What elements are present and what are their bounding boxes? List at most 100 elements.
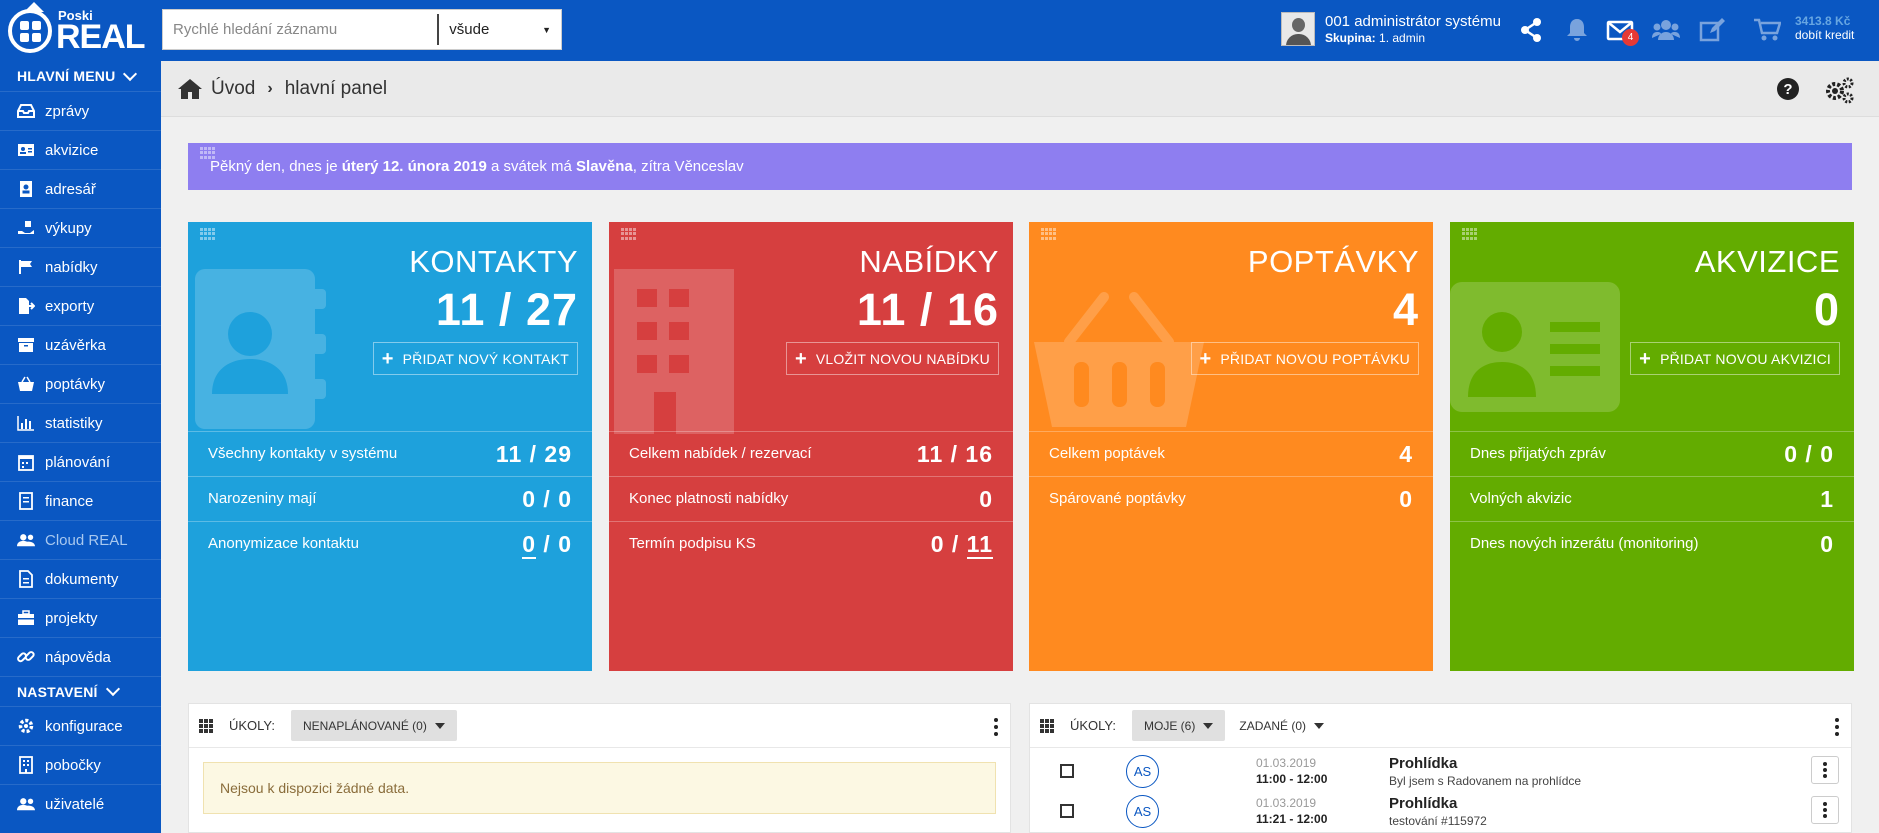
drag-handle-icon[interactable] xyxy=(1462,228,1478,240)
card-title[interactable]: KONTAKTY xyxy=(409,244,578,279)
sidebar-item-nabídky[interactable]: nabídky xyxy=(0,247,161,286)
breadcrumb-home[interactable]: Úvod xyxy=(211,77,256,99)
sidebar-item-konfigurace[interactable]: konfigurace xyxy=(0,706,161,745)
card-add-button[interactable]: + VLOŽIT NOVOU NABÍDKU xyxy=(786,342,999,375)
card-stat-row[interactable]: Spárované poptávky 0 xyxy=(1029,476,1433,521)
card-stat-row[interactable]: Dnes přijatých zpráv 0 / 0 xyxy=(1450,431,1854,476)
sidebar-item-label: uživatelé xyxy=(45,795,105,813)
chevron-down-icon xyxy=(105,681,120,697)
share-icon[interactable] xyxy=(1517,16,1545,44)
sidebar-item-plánování[interactable]: plánování xyxy=(0,442,161,481)
card-stat-row[interactable]: Všechny kontakty v systému 11 / 29 xyxy=(188,431,592,476)
card-stat-row[interactable]: Termín podpisu KS 0 / 11 xyxy=(609,521,1013,566)
card-title[interactable]: POPTÁVKY xyxy=(1247,244,1419,279)
card-stat-row[interactable]: Celkem nabídek / rezervací 11 / 16 xyxy=(609,431,1013,476)
breadcrumb-bar: Úvod › hlavní panel ? xyxy=(161,61,1879,117)
sidebar-item-finance[interactable]: finance xyxy=(0,481,161,520)
users-icon xyxy=(17,795,35,813)
user-group-value: 1. admin xyxy=(1379,30,1426,45)
stat-label: Všechny kontakty v systému xyxy=(208,445,398,463)
caret-down-icon xyxy=(1203,722,1214,729)
task-row[interactable]: AS 01.03.2019 11:00 - 12:00 Prohlídka Byl js… xyxy=(1030,750,1851,790)
sidebar-item-label: uzávěrka xyxy=(45,336,106,354)
edit-icon[interactable] xyxy=(1698,16,1726,44)
bell-icon[interactable] xyxy=(1563,16,1591,44)
sidebar-item-zprávy[interactable]: zprávy xyxy=(0,91,161,130)
home-icon[interactable] xyxy=(177,78,203,100)
sidebar-item-cloud-real[interactable]: Cloud REAL xyxy=(0,520,161,559)
cart-icon[interactable] xyxy=(1753,16,1781,44)
stat-value: 0 xyxy=(1820,530,1834,557)
stat-value: 0 / 0 xyxy=(522,530,572,559)
top-up-credit-link[interactable]: dobít kredit xyxy=(1795,28,1855,43)
drag-handle-icon[interactable] xyxy=(621,228,637,240)
tasks-panel-unplanned: ÚKOLY: NENAPLÁNOVANÉ (0) Nejsou k dispoz… xyxy=(188,703,1011,833)
stat-value: 0 xyxy=(1399,485,1413,512)
card-count[interactable]: 11 / 27 xyxy=(435,284,578,335)
caret-down-icon: ▼ xyxy=(542,24,551,35)
card-stat-row[interactable]: Volných akvizic 1 xyxy=(1450,476,1854,521)
chevron-down-icon xyxy=(123,66,138,81)
task-title[interactable]: Prohlídka xyxy=(1389,795,1458,812)
sidebar-item-nápověda[interactable]: nápověda xyxy=(0,637,161,676)
sidebar-item-projekty[interactable]: projekty xyxy=(0,598,161,637)
task-row[interactable]: AS 01.03.2019 11:21 - 12:00 Prohlídka testov… xyxy=(1030,790,1851,830)
card-stat-row[interactable]: Konec platnosti nabídky 0 xyxy=(609,476,1013,521)
more-vertical-icon[interactable] xyxy=(1811,756,1839,784)
calendar-icon xyxy=(17,453,35,471)
card-count[interactable]: 11 / 16 xyxy=(856,284,999,335)
search-scope-select[interactable]: všude ▼ xyxy=(437,14,561,45)
greeting-text: Pěkný den, dnes je úterý 12. února 2019 … xyxy=(210,158,744,175)
stat-label: Dnes nových inzerátu (monitoring) xyxy=(1470,535,1699,553)
user-menu[interactable]: 001 administrátor systému Skupina: 1. ad… xyxy=(1281,12,1501,46)
sidebar-item-exporty[interactable]: exporty xyxy=(0,286,161,325)
more-vertical-icon[interactable] xyxy=(1835,718,1839,736)
settings-heading[interactable]: NASTAVENÍ xyxy=(0,676,161,706)
card-stat-row[interactable]: Anonymizace kontaktu 0 / 0 xyxy=(188,521,592,566)
card-count[interactable]: 4 xyxy=(1392,284,1419,335)
main-menu-heading[interactable]: HLAVNÍ MENU xyxy=(0,61,161,91)
card-stat-row[interactable]: Celkem poptávek 4 xyxy=(1029,431,1433,476)
sidebar-item-statistiky[interactable]: statistiky xyxy=(0,403,161,442)
filter-assigned[interactable]: ZADANÉ (0) xyxy=(1227,710,1336,741)
task-title[interactable]: Prohlídka xyxy=(1389,755,1458,772)
card-add-button[interactable]: + PŘIDAT NOVOU POPTÁVKU xyxy=(1190,342,1419,375)
card-count[interactable]: 0 xyxy=(1813,284,1840,335)
settings-gears-icon[interactable] xyxy=(1823,76,1855,104)
filter-unplanned[interactable]: NENAPLÁNOVANÉ (0) xyxy=(291,710,457,741)
more-vertical-icon[interactable] xyxy=(1811,796,1839,824)
app-logo[interactable]: Poski REAL xyxy=(8,2,158,56)
card-title[interactable]: NABÍDKY xyxy=(859,244,999,279)
sidebar-item-label: dokumenty xyxy=(45,570,119,588)
assignee-avatar: AS xyxy=(1126,755,1159,788)
stat-label: Celkem nabídek / rezervací xyxy=(629,445,812,463)
sidebar-item-pobočky[interactable]: pobočky xyxy=(0,745,161,784)
sidebar-item-akvizice[interactable]: akvizice xyxy=(0,130,161,169)
grid-icon[interactable] xyxy=(199,718,213,733)
card-add-button[interactable]: + PŘIDAT NOVÝ KONTAKT xyxy=(372,342,578,375)
help-icon[interactable]: ? xyxy=(1775,76,1801,102)
stat-value: 0 / 0 xyxy=(522,485,572,512)
drag-handle-icon[interactable] xyxy=(1041,228,1057,240)
card-demands: POPTÁVKY 4 + PŘIDAT NOVOU POPTÁVKU Celkem po… xyxy=(1029,222,1433,671)
sidebar-item-uživatelé[interactable]: uživatelé xyxy=(0,784,161,823)
sidebar-item-dokumenty[interactable]: dokumenty xyxy=(0,559,161,598)
group-icon[interactable] xyxy=(1652,16,1680,44)
sidebar-item-výkupy[interactable]: výkupy xyxy=(0,208,161,247)
card-stat-row[interactable]: Narozeniny mají 0 / 0 xyxy=(188,476,592,521)
drag-handle-icon[interactable] xyxy=(200,228,216,240)
sidebar-item-uzávěrka[interactable]: uzávěrka xyxy=(0,325,161,364)
card-title[interactable]: AKVIZICE xyxy=(1694,244,1840,279)
card-stat-row[interactable]: Dnes nových inzerátu (monitoring) 0 xyxy=(1450,521,1854,566)
task-checkbox[interactable] xyxy=(1060,804,1074,818)
grid-icon[interactable] xyxy=(1040,718,1054,733)
search-input[interactable] xyxy=(163,10,438,49)
more-vertical-icon[interactable] xyxy=(994,718,998,736)
money-icon xyxy=(17,492,35,510)
sidebar-item-poptávky[interactable]: poptávky xyxy=(0,364,161,403)
sidebar-item-adresář[interactable]: adresář xyxy=(0,169,161,208)
card-add-button[interactable]: + PŘIDAT NOVOU AKVIZICI xyxy=(1630,342,1840,375)
drag-handle-icon[interactable] xyxy=(200,147,216,159)
task-checkbox[interactable] xyxy=(1060,764,1074,778)
filter-mine[interactable]: MOJE (6) xyxy=(1132,710,1226,741)
